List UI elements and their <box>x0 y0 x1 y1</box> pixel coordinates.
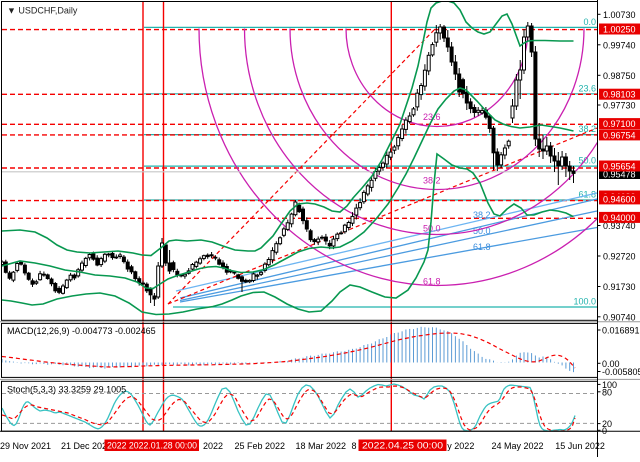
svg-text:0.97100: 0.97100 <box>603 119 636 129</box>
svg-text:18 Mar 2022: 18 Mar 2022 <box>296 441 347 451</box>
svg-text:8: 8 <box>352 441 357 451</box>
svg-text:25 Feb 2022: 25 Feb 2022 <box>235 441 286 451</box>
svg-text:0.98750: 0.98750 <box>603 71 636 81</box>
svg-text:29 Nov 2021: 29 Nov 2021 <box>0 441 51 451</box>
svg-text:61.8: 61.8 <box>473 242 491 252</box>
svg-text:61.8: 61.8 <box>423 277 441 287</box>
svg-text:0.99740: 0.99740 <box>603 40 636 50</box>
svg-text:50.0: 50.0 <box>423 224 441 234</box>
svg-text:0.97730: 0.97730 <box>603 101 636 111</box>
svg-text:20: 20 <box>602 419 612 429</box>
svg-text:0.93740: 0.93740 <box>603 221 636 231</box>
svg-text:0.00: 0.00 <box>602 359 620 369</box>
svg-text:MACD(12,26,9) -0.004773 -0.002: MACD(12,26,9) -0.004773 -0.002465 <box>7 326 156 336</box>
svg-text:61.8: 61.8 <box>578 190 596 200</box>
svg-text:23.6: 23.6 <box>423 112 441 122</box>
svg-text:0.90740: 0.90740 <box>603 312 636 322</box>
svg-text:21 Dec 2021: 21 Dec 2021 <box>61 441 112 451</box>
svg-text:38.2: 38.2 <box>473 210 491 220</box>
svg-text:23.6: 23.6 <box>578 83 596 93</box>
svg-text:0.98103: 0.98103 <box>603 90 636 100</box>
svg-text:2022: 2022 <box>203 441 223 451</box>
svg-text:y 2022: y 2022 <box>447 441 474 451</box>
svg-text:▼ USDCHF,Daily: ▼ USDCHF,Daily <box>7 6 78 16</box>
svg-text:0.92720: 0.92720 <box>603 252 636 262</box>
svg-text:38.2: 38.2 <box>578 124 596 134</box>
svg-text:24 May 2022: 24 May 2022 <box>492 441 544 451</box>
svg-text:80: 80 <box>602 387 612 397</box>
svg-text:2022.04.25 00:00: 2022.04.25 00:00 <box>362 441 443 451</box>
svg-text:0.016891: 0.016891 <box>602 326 640 336</box>
svg-text:0.95654: 0.95654 <box>603 162 636 172</box>
svg-text:1.00250: 1.00250 <box>603 25 636 35</box>
svg-text:0.95478: 0.95478 <box>603 170 636 180</box>
svg-text:-0.005805: -0.005805 <box>602 367 640 377</box>
svg-text:0.94000: 0.94000 <box>603 213 636 223</box>
svg-text:0.0: 0.0 <box>583 17 596 27</box>
svg-text:50.0: 50.0 <box>578 156 596 166</box>
svg-text:50.0: 50.0 <box>473 226 491 236</box>
svg-text:100: 100 <box>602 380 617 390</box>
svg-text:15 Jun 2022: 15 Jun 2022 <box>555 441 605 451</box>
svg-text:100.0: 100.0 <box>573 297 596 307</box>
svg-text:0.94600: 0.94600 <box>603 194 636 204</box>
svg-text:Stoch(5,3,3) 33.3259 29.1005: Stoch(5,3,3) 33.3259 29.1005 <box>7 384 126 394</box>
svg-text:38.2: 38.2 <box>423 176 441 186</box>
svg-text:0.91730: 0.91730 <box>603 282 636 292</box>
svg-text:1.00730: 1.00730 <box>603 10 636 20</box>
svg-text:0.96754: 0.96754 <box>603 130 636 140</box>
svg-text:2022 2022.01.28 00:00: 2022 2022.01.28 00:00 <box>107 441 197 451</box>
